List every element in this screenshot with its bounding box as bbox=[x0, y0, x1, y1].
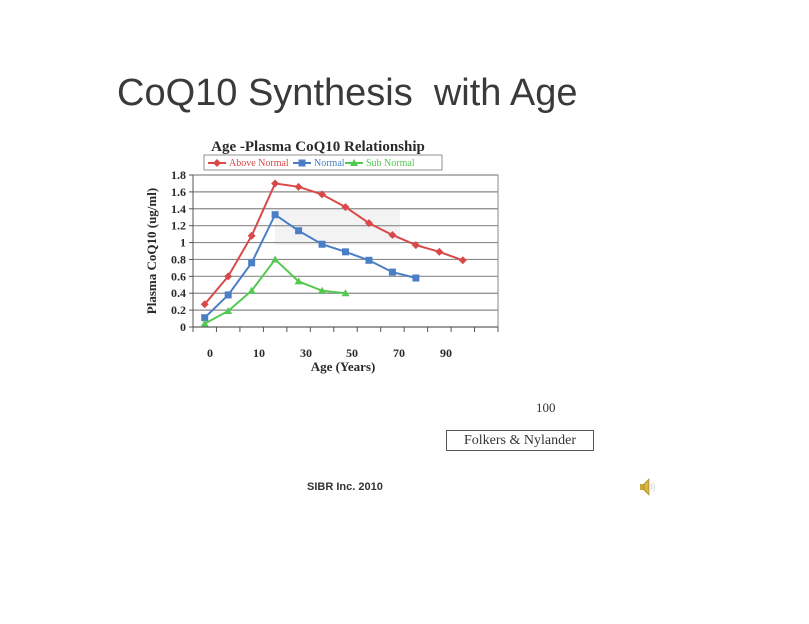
chart-series bbox=[200, 179, 467, 327]
x-tick-label: 70 bbox=[393, 346, 405, 360]
y-tick-label: 1.6 bbox=[171, 185, 186, 199]
x-axis: 0 10 30 50 70 90 bbox=[192, 326, 499, 360]
citation-box: Folkers & Nylander bbox=[446, 430, 594, 451]
y-tick-label: 0.4 bbox=[171, 286, 186, 300]
x-tick-label: 0 bbox=[207, 346, 213, 360]
y-tick-label: 0.8 bbox=[171, 252, 186, 266]
y-tick-label: 0.6 bbox=[171, 269, 186, 283]
x-axis-label: Age (Years) bbox=[311, 359, 376, 374]
x-tick-label: 50 bbox=[346, 346, 358, 360]
footer-text: SIBR Inc. 2010 bbox=[307, 481, 383, 493]
y-tick-label: 1 bbox=[180, 236, 186, 250]
y-tick-label: 0 bbox=[180, 320, 186, 334]
page-number: 100 bbox=[536, 400, 556, 415]
legend-item: Above Normal bbox=[229, 158, 289, 169]
series-normal bbox=[201, 211, 420, 322]
series-sub-normal bbox=[200, 255, 350, 327]
series-above-normal bbox=[200, 179, 467, 309]
slide-title: CoQ10 Synthesis with Age bbox=[117, 72, 578, 114]
y-axis-label: Plasma CoQ10 (ug/ml) bbox=[144, 188, 159, 314]
y-axis: 0 0.2 0.4 0.6 0.8 1 1.2 1.4 1.6 1.8 bbox=[171, 168, 194, 334]
y-tick-label: 0.2 bbox=[171, 303, 186, 317]
x-tick-label: 30 bbox=[300, 346, 312, 360]
chart-title: Age -Plasma CoQ10 Relationship bbox=[211, 139, 425, 155]
chart-legend: Above Normal Normal Sub Normal bbox=[203, 154, 443, 171]
y-tick-label: 1.4 bbox=[171, 202, 186, 216]
x-tick-label: 90 bbox=[440, 346, 452, 360]
y-tick-label: 1.2 bbox=[171, 219, 186, 233]
y-tick-label: 1.8 bbox=[171, 168, 186, 182]
legend-item: Normal bbox=[314, 158, 345, 169]
speaker-icon[interactable] bbox=[636, 477, 658, 497]
legend-item: Sub Normal bbox=[366, 158, 415, 169]
x-tick-label: 10 bbox=[253, 346, 265, 360]
